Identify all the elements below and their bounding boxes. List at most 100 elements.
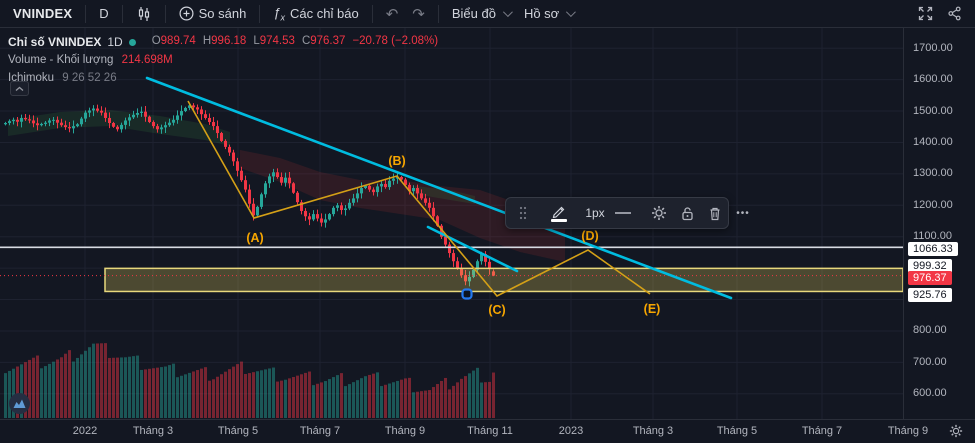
candle	[148, 116, 151, 123]
candle	[100, 110, 103, 113]
candle	[144, 111, 147, 117]
candle	[164, 125, 167, 128]
candle	[344, 208, 347, 211]
profile-menu-label: Hồ sơ	[523, 6, 560, 21]
volume-bar	[404, 378, 407, 418]
volume-bar	[264, 369, 267, 418]
legend-collapse-button[interactable]	[10, 81, 29, 96]
chart-type-button[interactable]	[129, 3, 159, 25]
time-axis-label: Tháng 7	[299, 425, 341, 437]
line-style-icon	[615, 212, 631, 214]
candle	[268, 176, 271, 184]
time-axis-label: Tháng 5	[217, 425, 259, 437]
volume-bar	[212, 379, 215, 418]
candle	[452, 253, 455, 262]
candle	[300, 202, 303, 211]
volume-bar	[28, 359, 31, 418]
volume-bar	[440, 380, 443, 418]
candle	[392, 178, 395, 181]
volume-indicator-label[interactable]: Volume - Khối lượng	[8, 54, 114, 66]
candle	[48, 120, 51, 123]
volume-bar	[8, 370, 11, 418]
fullscreen-button[interactable]	[911, 3, 940, 25]
high-value: 996.18	[211, 35, 247, 48]
volume-bar	[288, 378, 291, 418]
symbol-label: VNINDEX	[13, 6, 73, 21]
lock-button[interactable]	[674, 200, 700, 226]
volume-bar	[168, 365, 171, 418]
candle	[296, 192, 299, 203]
candle	[336, 205, 339, 208]
volume-bar	[340, 373, 343, 418]
profile-menu-button[interactable]: Hồ sơ	[517, 3, 580, 25]
time-axis[interactable]: 2022 Tháng 3 Tháng 5 Tháng 7 Tháng 9 Tháng 11…	[0, 419, 975, 443]
volume-bar	[352, 382, 355, 418]
volume-bar	[296, 375, 299, 418]
volume-bar	[348, 384, 351, 418]
volume-bar	[184, 374, 187, 418]
line-color-button[interactable]	[546, 200, 572, 226]
volume-bar	[188, 372, 191, 418]
candle	[192, 105, 195, 108]
volume-bar	[304, 372, 307, 418]
redo-button[interactable]: ↷	[405, 3, 432, 25]
timezone-settings-button[interactable]	[949, 424, 963, 441]
candle	[328, 214, 331, 220]
legend-symbol-title[interactable]: Chỉ số VNINDEX	[8, 35, 102, 49]
toolbar-drag-handle[interactable]	[510, 200, 536, 226]
volume-bar	[396, 380, 399, 418]
fullscreen-icon	[918, 6, 933, 21]
share-button[interactable]	[940, 3, 969, 25]
time-axis-label: 2023	[558, 425, 584, 437]
charts-menu-button[interactable]: Biểu đồ	[445, 3, 517, 25]
time-axis-label: Tháng 9	[887, 425, 929, 437]
candle	[220, 133, 223, 141]
line-style-button[interactable]	[610, 200, 636, 226]
volume-bar	[4, 373, 7, 418]
volume-bar	[88, 347, 91, 418]
wave-label: (D)	[581, 229, 598, 243]
candle	[432, 207, 435, 217]
settings-button[interactable]	[646, 200, 672, 226]
volume-bar	[228, 369, 231, 418]
delete-button[interactable]	[702, 200, 728, 226]
volume-bar	[180, 375, 183, 418]
symbol-button[interactable]: VNINDEX	[6, 3, 79, 25]
more-options-button[interactable]: •••	[730, 200, 756, 226]
legend-interval: 1D	[107, 35, 123, 49]
interval-button[interactable]: D	[92, 3, 115, 25]
volume-bar	[148, 368, 151, 418]
volume-bar	[452, 385, 455, 418]
candle	[416, 188, 419, 194]
candle	[464, 275, 467, 282]
drawing-price-label: 925.76	[908, 287, 952, 302]
volume-bar	[416, 391, 419, 418]
indicators-button[interactable]: ƒx Các chỉ báo	[266, 3, 365, 25]
time-axis-label: 2022	[72, 425, 98, 437]
candle	[284, 177, 287, 183]
candle	[316, 214, 319, 219]
compare-button[interactable]: So sánh	[172, 3, 254, 25]
volume-bar	[284, 379, 287, 418]
volume-bar	[480, 382, 483, 418]
line-width-button[interactable]: 1px	[582, 200, 608, 226]
ohlc-values: O989.74 H996.18 L974.53 C976.37 −20.78 (…	[152, 33, 438, 50]
volume-bar	[324, 381, 327, 418]
volume-bar	[428, 390, 431, 418]
price-axis-tick: 600.00	[913, 387, 947, 400]
volume-bar	[336, 375, 339, 418]
more-options-icon: •••	[736, 207, 750, 219]
candle	[124, 120, 127, 125]
candle	[224, 140, 227, 147]
main-chart-canvas[interactable]: (A) (B) (C) (D) (E)	[0, 28, 903, 419]
volume-bar	[384, 384, 387, 418]
volume-pane	[4, 343, 495, 418]
candle	[260, 194, 263, 207]
price-axis[interactable]: 1700.00 1600.00 1500.00 1400.00 1300.00 1200.…	[903, 28, 975, 419]
undo-button[interactable]: ↶	[379, 3, 406, 25]
candle	[376, 186, 379, 193]
volume-bar	[200, 368, 203, 418]
chevron-up-icon	[15, 86, 24, 91]
line-width-label: 1px	[585, 206, 605, 220]
price-axis-tick: 1200.00	[913, 198, 953, 211]
